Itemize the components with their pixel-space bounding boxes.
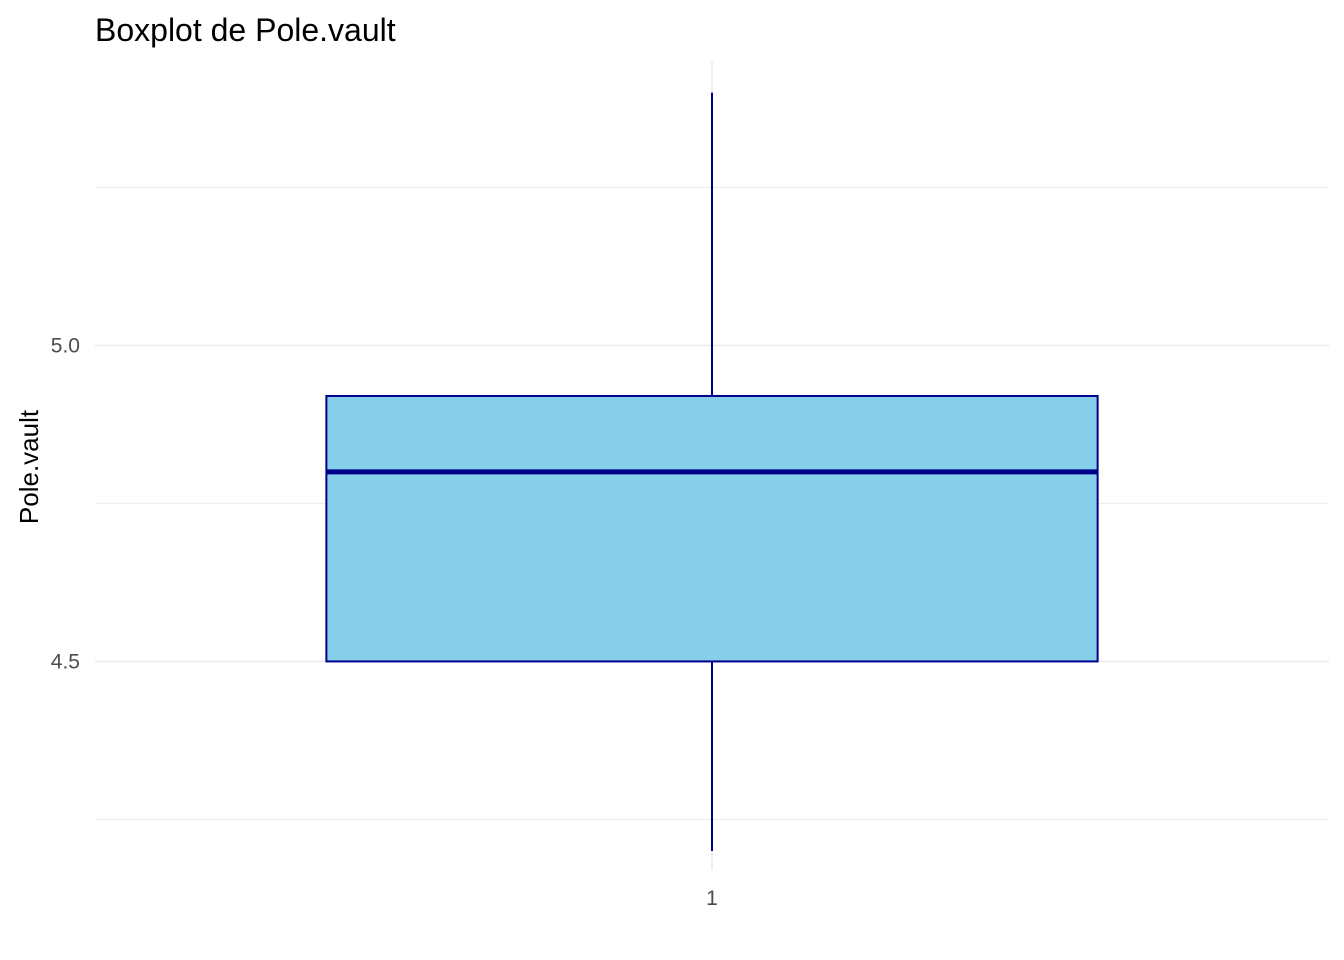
y-tick-label: 4.5 (51, 650, 80, 673)
y-axis-ticks: 4.5 5.0 (51, 334, 80, 673)
x-axis-ticks: 1 (706, 887, 718, 910)
chart-title: Boxplot de Pole.vault (95, 12, 396, 48)
y-axis-label: Pole.vault (14, 409, 44, 524)
boxes (325, 92, 1099, 852)
x-tick-label: 1 (706, 887, 718, 910)
y-tick-label: 5.0 (51, 334, 80, 357)
box-iqr (325, 394, 1099, 663)
